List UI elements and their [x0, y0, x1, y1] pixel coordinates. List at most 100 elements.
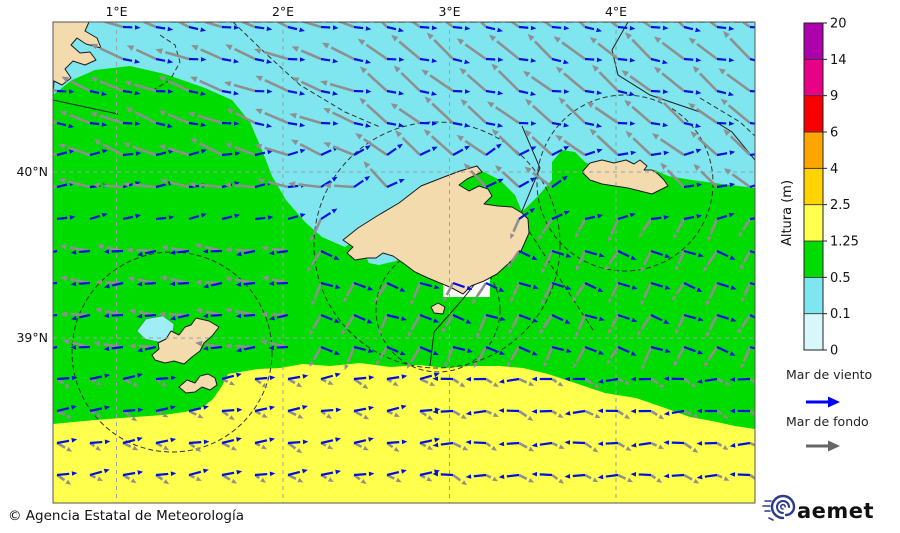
swell-arrow: [344, 314, 356, 330]
swell-arrow: [642, 250, 653, 266]
wind-arrow-head: [432, 350, 439, 355]
wind-arrow-head: [563, 89, 570, 94]
swell-arrow: [650, 473, 657, 480]
wind-arrow-head: [235, 282, 242, 287]
swell-arrow-head: [191, 45, 199, 51]
swell-arrow-head: [492, 412, 499, 417]
wind-arrow-head: [38, 252, 44, 257]
swell-arrow: [675, 282, 686, 295]
swell-arrow-head: [327, 477, 334, 482]
wind-arrow: [221, 57, 232, 62]
swell-arrow: [584, 441, 593, 449]
wind-arrow-head: [332, 25, 339, 30]
wind-arrow-head: [563, 210, 570, 216]
swell-arrow-head: [355, 133, 363, 140]
wind-arrow-head: [68, 89, 75, 94]
wind-arrow-head: [530, 121, 537, 126]
wind-arrow-head: [401, 469, 407, 474]
aemet-spiral-icon: [762, 494, 796, 521]
wind-arrow-head: [464, 123, 471, 128]
swell-arrow: [617, 473, 627, 480]
wind-arrow: [210, 313, 223, 317]
wind-arrow-head: [565, 253, 572, 258]
swell-arrow: [377, 282, 389, 297]
swell-arrow-head: [507, 263, 512, 269]
wind-arrow-head: [598, 316, 605, 322]
swell-arrow: [510, 250, 521, 263]
swell-arrow: [334, 184, 355, 189]
swell-arrow: [445, 282, 455, 296]
swell-arrow: [518, 377, 528, 384]
swell-arrow: [740, 22, 751, 29]
wind-arrow: [617, 25, 628, 30]
wind-arrow: [155, 151, 167, 157]
swell-arrow-head: [426, 32, 434, 40]
swell-arrow-head: [344, 364, 349, 371]
swell-arrow-head: [341, 329, 347, 336]
wind-arrow: [320, 471, 334, 477]
wind-arrow: [650, 345, 664, 352]
swell-arrow: [234, 47, 256, 61]
swell-arrow-head: [254, 144, 263, 150]
wind-arrow: [419, 89, 430, 95]
wind-arrow: [518, 25, 529, 29]
swell-arrow-head: [489, 4, 496, 11]
swell-arrow: [565, 103, 586, 124]
swell-arrow: [401, 136, 421, 156]
wind-arrow-head: [170, 375, 177, 381]
swell-arrow: [541, 218, 554, 235]
swell-arrow-head: [575, 265, 581, 272]
wind-arrow: [188, 121, 199, 126]
wind-arrow-head: [136, 313, 143, 319]
wind-arrow: [89, 375, 103, 381]
wind-arrow-head: [662, 89, 669, 94]
wind-arrow-head: [200, 213, 207, 218]
wind-arrow-head: [104, 439, 111, 445]
swell-arrow-head: [194, 279, 202, 286]
wind-arrow: [452, 148, 464, 156]
wind-arrow-head: [497, 90, 504, 96]
wind-arrow-head: [368, 405, 375, 411]
wind-arrow-head: [70, 250, 77, 255]
wind-arrow: [518, 250, 531, 258]
swell-arrow-head: [558, 0, 565, 6]
wind-arrow-head: [364, 176, 371, 181]
wind-arrow-head: [630, 408, 636, 414]
swell-arrow-head: [363, 2, 370, 9]
swell-arrow: [631, 105, 652, 124]
swell-arrow: [310, 250, 323, 267]
wind-arrow: [572, 409, 586, 414]
wind-arrow: [683, 313, 697, 320]
swell-arrow: [643, 346, 653, 364]
swell-arrow-head: [327, 444, 334, 450]
wind-arrow-head: [696, 379, 703, 384]
swell-arrow-head: [707, 235, 712, 242]
wind-arrow-head: [302, 374, 309, 379]
swell-arrow: [200, 22, 223, 29]
swell-arrow: [617, 409, 624, 416]
swell-arrow-head: [224, 307, 233, 314]
wind-arrow-head: [299, 149, 306, 154]
wind-legend-label: Mar de viento: [786, 367, 872, 382]
wind-arrow: [716, 313, 729, 320]
wind-arrow: [78, 313, 91, 319]
wind-arrow: [584, 313, 598, 320]
wind-arrow: [473, 473, 487, 478]
wind-arrow-head: [695, 123, 702, 128]
wind-arrow-head: [465, 410, 472, 416]
wind-arrow-head: [697, 316, 704, 322]
swell-arrow-head: [624, 99, 632, 107]
swell-arrow-head: [693, 478, 700, 484]
graticule: [53, 22, 755, 503]
swell-arrow: [641, 22, 652, 29]
wind-arrow: [155, 25, 166, 30]
wind-arrow: [122, 121, 133, 125]
wind-arrow: [320, 281, 334, 288]
wind-arrow-head: [663, 150, 670, 156]
swell-arrow-head: [231, 445, 237, 451]
swell-arrow-head: [224, 343, 232, 349]
swell-arrow: [740, 314, 752, 328]
swell-arrow-head: [703, 361, 709, 367]
swell-arrow-head: [90, 77, 98, 83]
